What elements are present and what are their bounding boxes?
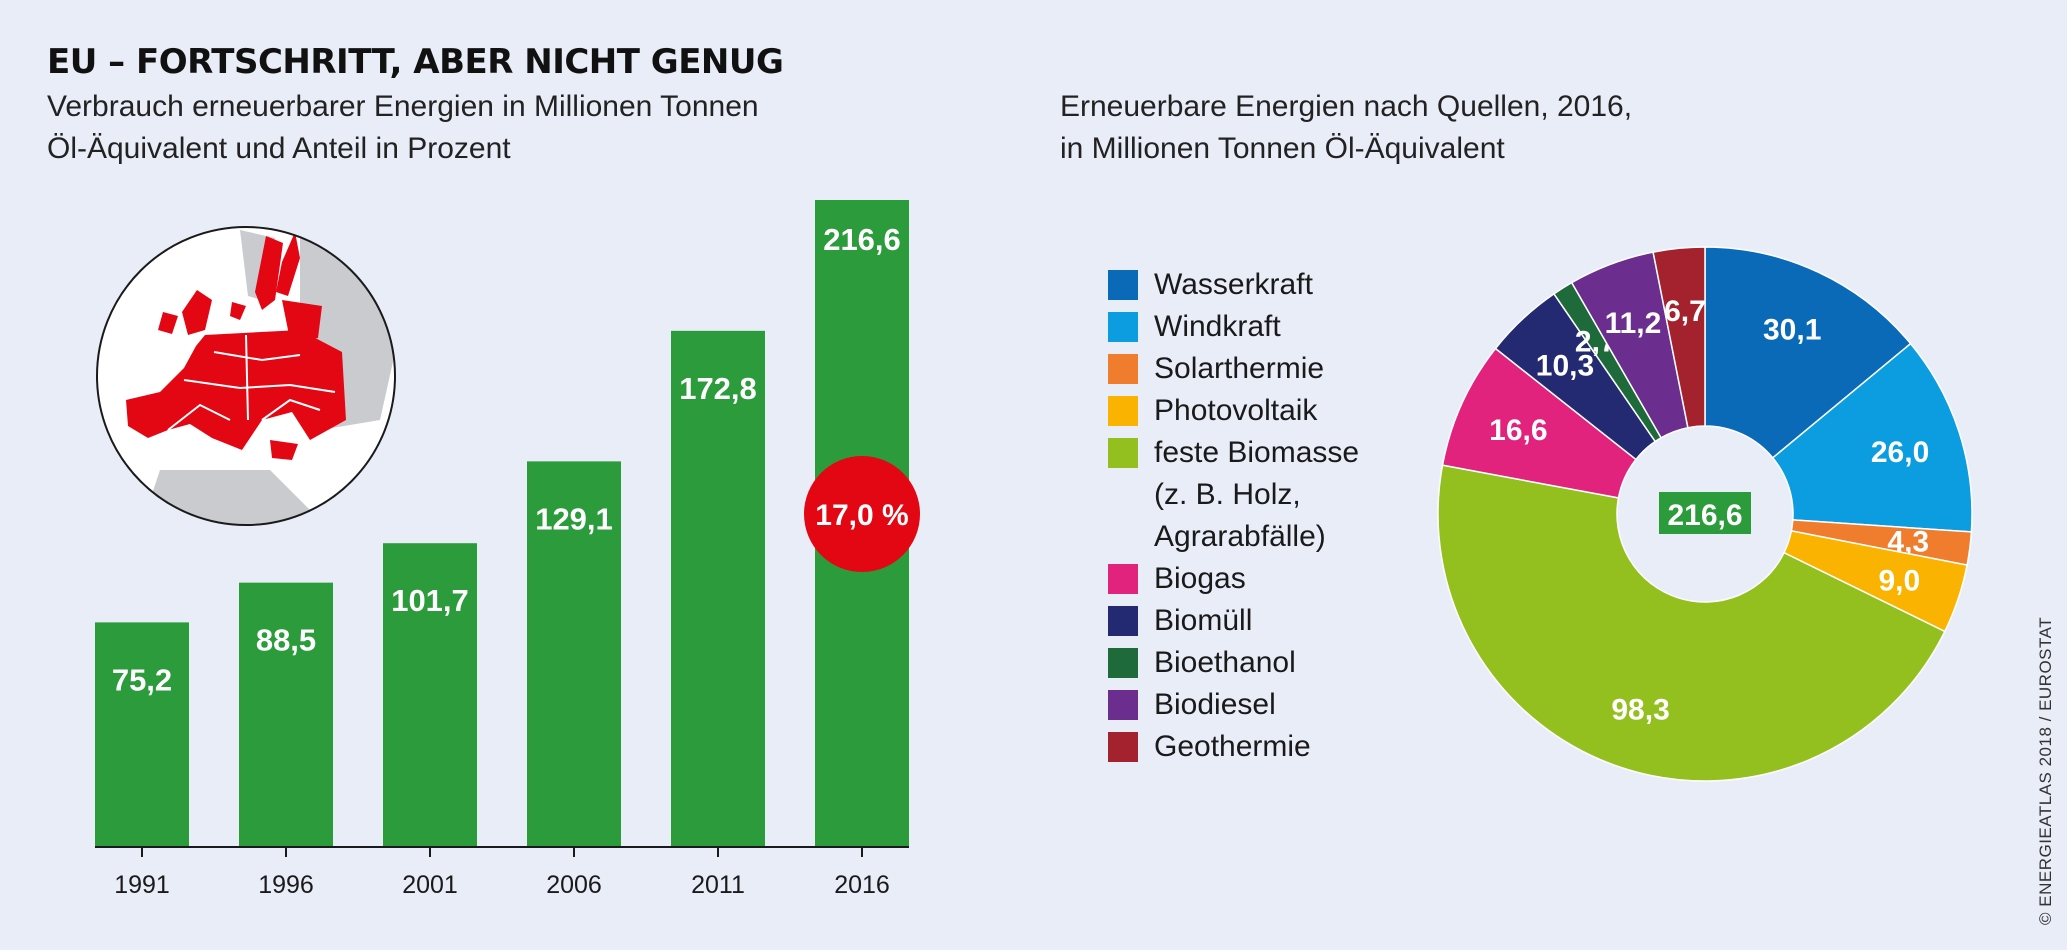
map-great-britain: [182, 290, 212, 335]
bar-value-label: 129,1: [535, 501, 613, 536]
legend-label: feste Biomasse (z. B. Holz, Agrarabfälle…: [1154, 436, 1360, 553]
bar-value-label: 101,7: [391, 583, 469, 618]
map-borders: [167, 334, 336, 431]
bar-1996: [239, 582, 333, 847]
legend-item: Windkraft: [1108, 306, 1428, 348]
x-axis-tick-label: 2011: [691, 871, 745, 899]
legend-item: feste Biomasse (z. B. Holz, Agrarabfälle…: [1108, 432, 1428, 558]
legend-label: Bioethanol: [1154, 646, 1296, 679]
donut-slice-windkraft: [1771, 342, 1973, 533]
donut-slice-value-label: 10,3: [1536, 349, 1594, 382]
map-denmark: [230, 302, 246, 320]
donut-slice-geothermie: [1652, 246, 1706, 429]
bar-2006: [527, 461, 621, 847]
bar-1991: [95, 622, 189, 847]
map-greece: [270, 440, 298, 460]
legend-swatch: [1108, 396, 1138, 426]
map-ireland: [158, 312, 178, 334]
legend-swatch: [1108, 648, 1138, 678]
legend-item: Bioethanol: [1108, 642, 1428, 684]
legend-label: Biogas: [1154, 562, 1246, 595]
legend-label: Wasserkraft: [1154, 268, 1313, 301]
donut-chart-subtitle: Erneuerbare Energien nach Quellen, 2016,…: [1060, 90, 1633, 165]
legend-item: Geothermie: [1108, 726, 1428, 768]
map-circle-outline: [96, 226, 396, 526]
legend-label: Windkraft: [1154, 310, 1281, 343]
donut-slice-value-label: 98,3: [1611, 694, 1669, 727]
x-axis-tick-label: 2006: [546, 871, 602, 899]
legend-label: Solarthermie: [1154, 352, 1325, 385]
bar-value-label: 216,6: [823, 222, 901, 257]
eu-map-inset: [96, 226, 396, 526]
x-axis-tick-label: 1996: [258, 871, 314, 899]
bar-chart: 75,2 1991 88,5 1996 101,7 2001 129,1 2006 172,8 2…: [95, 200, 920, 899]
chart-title: EU – FORTSCHRITT, ABER NICHT GENUG: [47, 42, 784, 82]
legend-item: Biodiesel: [1108, 684, 1428, 726]
donut-slice-value-label: 6,7: [1664, 295, 1706, 328]
donut-chart: 30,126,04,39,098,316,610,32,711,2 6,7216,…: [1437, 246, 1973, 782]
donut-slice-value-label: 30,1: [1763, 313, 1821, 346]
legend-label: Photovoltaik: [1154, 394, 1318, 427]
legend-swatch: [1108, 270, 1138, 300]
legend-swatch: [1108, 312, 1138, 342]
legend-label: Biodiesel: [1154, 688, 1276, 721]
legend-item: Solarthermie: [1108, 348, 1428, 390]
legend-swatch: [1108, 564, 1138, 594]
bar-value-label: 88,5: [256, 623, 316, 658]
donut-slice-value-label: 26,0: [1871, 436, 1929, 469]
legend-item: Wasserkraft: [1108, 264, 1428, 306]
share-badge: [804, 456, 920, 572]
donut-slice-value-label: 11,2: [1605, 307, 1662, 340]
share-badge-label: 17,0 %: [815, 499, 908, 532]
donut-total-label: 216,6: [1667, 499, 1742, 532]
bar-chart-subtitle: Verbrauch erneuerbarer Energien in Milli…: [47, 90, 759, 165]
donut-slice-value-label: 16,6: [1489, 414, 1547, 447]
legend-swatch: [1108, 606, 1138, 636]
legend-swatch: [1108, 732, 1138, 762]
donut-slice-value-label: 9,0: [1878, 564, 1920, 597]
map-finland: [276, 232, 300, 296]
bar-value-label: 75,2: [112, 662, 172, 697]
donut-slice-wasserkraft: [1704, 246, 1912, 459]
legend-label: Biomüll: [1154, 604, 1253, 637]
legend-swatch: [1108, 438, 1138, 468]
donut-legend: Wasserkraft Windkraft Solarthermie Photovol…: [1108, 264, 1428, 768]
x-axis-tick-label: 2016: [834, 871, 890, 899]
x-axis-tick-label: 1991: [114, 871, 170, 899]
donut-slice-feste-biomasse: [1437, 464, 1946, 782]
legend-item: Photovoltaik: [1108, 390, 1428, 432]
bar-2001: [383, 543, 477, 847]
bar-value-label: 172,8: [679, 371, 757, 406]
legend-item: Biomüll: [1108, 600, 1428, 642]
bar-2011: [671, 330, 765, 847]
donut-total-box: [1659, 492, 1751, 534]
legend-swatch: [1108, 354, 1138, 384]
x-axis-tick-label: 2001: [402, 871, 458, 899]
legend-label: Geothermie: [1154, 730, 1311, 763]
legend-item: Biogas: [1108, 558, 1428, 600]
map-sweden: [255, 236, 283, 310]
source-credit: © ENERGIEATLAS 2018 / EUROSTAT: [2036, 616, 2055, 925]
legend-swatch: [1108, 690, 1138, 720]
map-baltics: [282, 300, 322, 340]
